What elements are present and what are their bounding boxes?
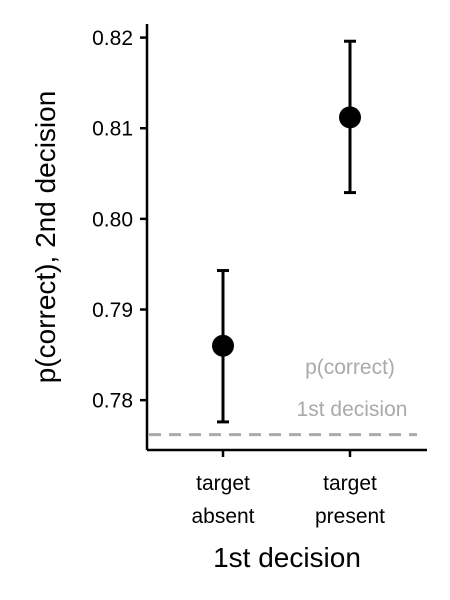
data-point (339, 106, 361, 129)
data-point (212, 334, 234, 357)
y-ticks: 0.78 0.79 0.80 0.81 0.82 (92, 27, 147, 413)
reference-line-group: p(correct) 1st decision (149, 356, 417, 437)
x-category-label-line2: present (315, 505, 385, 528)
reference-line-label-1: p(correct) (305, 356, 395, 379)
data-points (212, 39, 361, 424)
x-category-label-line2: absent (191, 505, 254, 528)
y-tick-label: 0.79 (92, 299, 133, 322)
y-tick-label: 0.78 (92, 390, 133, 413)
x-category-label-line1: target (196, 472, 250, 495)
y-tick-label: 0.80 (92, 208, 133, 231)
reference-line-label-2: 1st decision (297, 398, 408, 421)
y-axis-title: p(correct), 2nd decision (30, 91, 61, 384)
x-categories: target absent target present (191, 450, 385, 528)
y-tick-label: 0.81 (92, 118, 133, 141)
y-tick-label: 0.82 (92, 27, 133, 50)
x-category-label-line1: target (323, 472, 377, 495)
axes (145, 24, 427, 452)
x-axis-title: 1st decision (213, 542, 361, 573)
